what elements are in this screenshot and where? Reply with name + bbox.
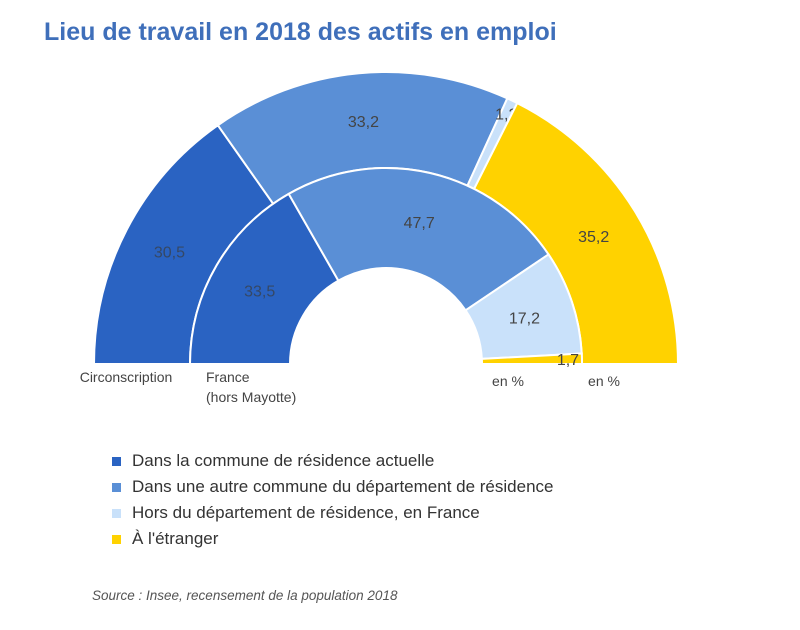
legend-swatch — [112, 482, 121, 492]
slice — [287, 166, 550, 312]
legend-label: Hors du département de résidence, en Fra… — [132, 503, 480, 522]
data-label: 35,2 — [578, 229, 609, 246]
legend-label: À l'étranger — [132, 529, 219, 548]
data-label: 33,2 — [348, 114, 379, 131]
legend-swatch — [112, 456, 121, 466]
data-label: 47,7 — [404, 215, 435, 232]
slice — [480, 352, 584, 365]
legend-item: Hors du département de résidence, en Fra… — [112, 500, 553, 526]
data-label: 17,2 — [509, 311, 540, 328]
legend-item: Dans une autre commune du département de… — [112, 474, 553, 500]
chart-legend: Dans la commune de résidence actuelle Da… — [112, 448, 553, 552]
half-donut-chart: 30,533,2 1,235,233,547,717,21,7Circonscri… — [80, 71, 680, 405]
legend-item: Dans la commune de résidence actuelle — [112, 448, 553, 474]
data-label: 33,5 — [244, 284, 275, 301]
slice — [188, 192, 340, 365]
data-label: 30,5 — [154, 245, 185, 262]
legend-swatch — [112, 534, 121, 544]
legend-label: Dans une autre commune du département de… — [132, 477, 554, 496]
legend-label: Dans la commune de résidence actuelle — [132, 451, 435, 470]
unit-label-outer: en % — [588, 373, 620, 389]
ring-label-outer: Circonscription — [80, 369, 173, 385]
ring-label-inner: France — [206, 369, 250, 385]
unit-label-inner: en % — [492, 373, 524, 389]
legend-swatch — [112, 508, 121, 518]
chart-title: Lieu de travail en 2018 des actifs en em… — [44, 18, 557, 46]
legend-item: À l'étranger — [112, 526, 553, 552]
ring-label-inner: (hors Mayotte) — [206, 389, 296, 405]
source-note: Source : Insee, recensement de la popula… — [92, 588, 398, 603]
data-label: 1,7 — [557, 352, 579, 369]
